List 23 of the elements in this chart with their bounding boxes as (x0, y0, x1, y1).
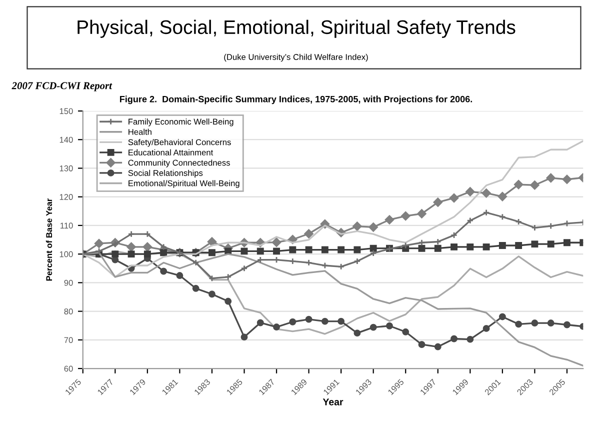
y-tick-label: 60 (64, 366, 73, 372)
y-tick-label: 70 (64, 337, 73, 344)
legend-label: Community Connectedness (128, 160, 230, 168)
y-axis-title: Percent of Base Year (46, 198, 52, 281)
legend-label: Educational Attainment (128, 149, 214, 156)
caption: Figure 2. Domain-Specific Summary Indices, 1975-2005, with Projections for 2006. (120, 96, 472, 104)
chart-subtitle: (Duke University’s Child Welfare Index) (224, 54, 368, 62)
legend-label: Family Economic Well-Being (128, 118, 234, 126)
y-tick-label: 130 (60, 165, 73, 172)
y-tick-label: 110 (60, 222, 73, 229)
y-tick-label: 140 (60, 136, 73, 143)
legend-label: Emotional/Spiritual Well-Being (128, 180, 240, 188)
legend-label: Safety/Behavioral Concerns (128, 139, 231, 147)
x-axis-title: Year (322, 398, 344, 406)
text: 2007 FCD-CWI Report (12, 82, 112, 92)
y-tick-label: 100 (60, 251, 73, 258)
legend-label: Social Relationships (128, 170, 203, 178)
y-tick-label: 80 (64, 308, 73, 314)
legend-label: Health (128, 128, 152, 135)
y-tick-label: 150 (60, 108, 73, 114)
y-tick-label: 90 (64, 280, 73, 286)
y-tick-label: 120 (60, 194, 73, 200)
chart-title: Physical, Social, Emotional, Spiritual Safety Trends (78, 20, 516, 38)
